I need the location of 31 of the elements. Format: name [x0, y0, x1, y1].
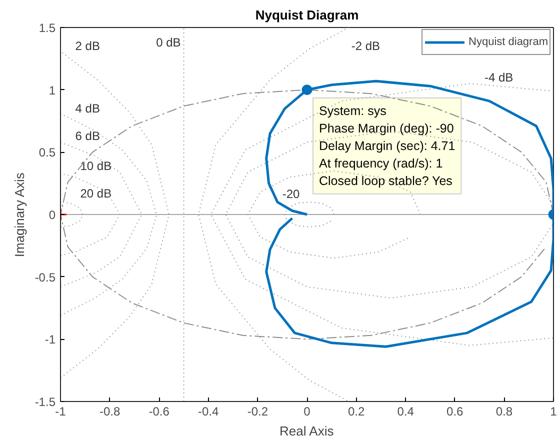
y-tick-label: -1.5 — [34, 395, 56, 409]
annotation: -4 dB — [484, 70, 514, 84]
ref-line-label: 0 dB — [156, 36, 181, 50]
annotation: System: sys Phase Margin (deg): -90 Delay Margin (sec): 4.71 At frequency (rad/s): 1 Closed loop stable? Yes — [319, 104, 456, 188]
y-axis-title: Imaginary Axis — [12, 172, 27, 258]
y-tick-label: 0 — [48, 208, 56, 222]
x-tick-label: 0.4 — [397, 404, 414, 418]
annotation: -2 dB — [351, 39, 380, 54]
x-tick-label: 0.6 — [446, 404, 464, 418]
annotation: 10 dB — [80, 158, 112, 173]
annotation: 2 dB — [75, 39, 100, 54]
x-tick-label: 0.2 — [348, 404, 365, 418]
x-tick-label: 1 — [550, 404, 557, 418]
y-tick-label: 1 — [48, 83, 56, 98]
y-tick-label: 1.5 — [38, 21, 56, 35]
x-tick-label: -0.4 — [198, 404, 220, 418]
x-tick-label: -0.8 — [99, 404, 120, 418]
annotation: 4 dB — [75, 102, 100, 116]
x-tick-label: -0.6 — [148, 404, 170, 418]
legend-label: Nyquist diagram — [468, 36, 548, 48]
y-tick-label: -0.5 — [34, 270, 56, 284]
x-axis-title: Real Axis — [280, 424, 334, 438]
y-tick-label: 0.5 — [38, 146, 56, 160]
annotation: -20 — [282, 186, 300, 201]
x-tick-label: -0.2 — [247, 404, 268, 418]
annotation: 20 dB — [80, 186, 112, 200]
x-tick-label: 0 — [304, 404, 311, 418]
x-tick-label: 0.8 — [496, 404, 513, 418]
annotation: 6 dB — [75, 128, 100, 143]
chart-title: Nyquist Diagram — [255, 8, 359, 22]
y-tick-label: -1 — [44, 332, 56, 347]
